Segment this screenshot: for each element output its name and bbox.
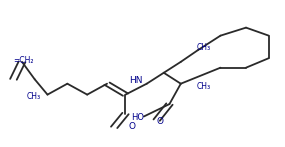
Text: O: O (129, 122, 135, 131)
Text: CH₃: CH₃ (26, 92, 40, 101)
Text: HO: HO (131, 113, 144, 122)
Text: HN: HN (129, 76, 142, 85)
Text: CH₃: CH₃ (196, 82, 211, 91)
Text: CH₃: CH₃ (196, 43, 211, 52)
Text: =CH₂: =CH₂ (13, 56, 34, 65)
Text: O: O (157, 117, 164, 126)
